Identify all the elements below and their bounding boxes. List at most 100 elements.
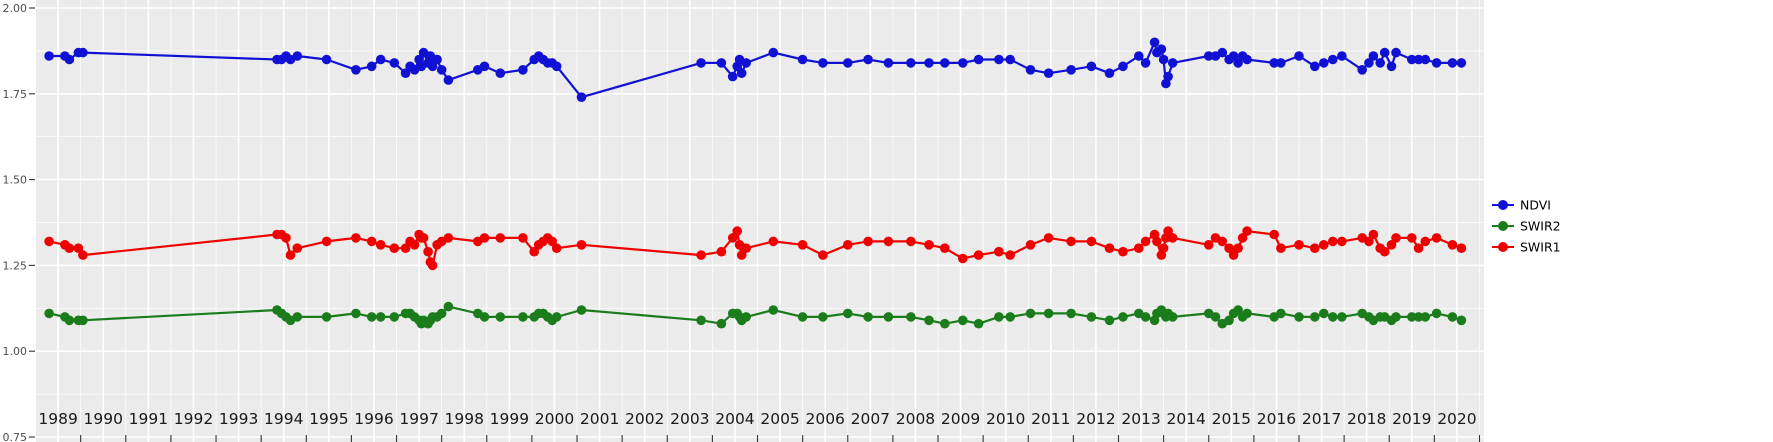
data-point-swir2 [1420,312,1431,322]
data-point-swir2 [1167,312,1178,322]
x-tick-label: 2007 [851,410,890,428]
data-point-swir2 [741,312,751,322]
minor-gridlines [36,0,1484,442]
data-point-ndvi [736,68,747,78]
data-point-ndvi [443,75,454,85]
data-point-swir1 [940,243,950,253]
major-gridlines [36,0,1484,442]
data-point-swir2 [863,312,873,322]
data-point-ndvi [1269,58,1279,68]
y-tick-label: 0.75 [3,431,28,442]
data-point-ndvi [716,58,727,68]
data-point-swir1 [1217,236,1228,247]
data-point-swir2 [1391,312,1401,322]
data-point-ndvi [1066,65,1076,75]
x-tick-label: 2006 [805,410,844,428]
data-point-swir1 [973,250,984,260]
data-point-swir1 [906,236,916,247]
data-point-swir2 [292,312,303,322]
data-point-swir2 [958,315,968,326]
legend: NDVI SWIR2 SWIR1 [1492,198,1561,255]
data-point-ndvi [389,58,400,68]
data-point-swir1 [78,250,88,260]
data-point-ndvi [843,58,853,68]
x-tick-label: 2003 [670,410,709,428]
data-point-swir1 [1163,226,1173,236]
data-point-swir1 [1386,240,1397,250]
data-point-swir1 [1066,236,1076,247]
data-point-swir1 [818,250,828,260]
data-point-swir2 [351,308,361,319]
data-point-swir1 [1407,233,1417,243]
data-point-ndvi [1431,58,1442,68]
data-point-swir1 [727,233,738,243]
data-point-swir2 [1319,308,1329,319]
data-point-swir2 [1140,312,1151,322]
data-point-swir1 [1364,236,1374,247]
data-point-ndvi [1156,44,1167,54]
data-point-swir1 [285,250,296,260]
series-swir2 [44,301,1467,329]
data-point-ndvi [1319,58,1329,68]
x-tick-label: 2020 [1437,410,1476,428]
data-point-ndvi [696,58,706,68]
data-point-ndvi [1167,58,1178,68]
data-point-swir1 [1431,233,1442,243]
axis-ticks [29,7,1481,442]
data-point-swir1 [443,233,454,243]
legend-item-swir1[interactable]: SWIR1 [1492,240,1561,255]
data-point-ndvi [351,65,361,75]
data-point-swir1 [518,233,528,243]
y-tick-label: 1.75 [3,88,28,101]
data-point-ndvi [1043,68,1054,78]
x-tick-label: 1994 [264,410,303,428]
data-point-swir2 [1210,312,1221,322]
data-point-swir1 [1447,240,1458,250]
data-point-swir2 [797,312,808,322]
data-point-swir2 [366,312,377,322]
data-point-swir1 [1140,236,1151,247]
data-point-swir1 [321,236,332,247]
data-point-swir2 [1233,305,1243,315]
data-point-ndvi [1203,51,1214,61]
data-point-ndvi [1294,51,1304,61]
legend-item-swir2[interactable]: SWIR2 [1492,219,1561,234]
y-tick-label: 1.25 [3,259,28,272]
data-point-swir2 [973,318,984,329]
data-point-swir2 [1086,312,1097,322]
data-point-ndvi [1447,58,1458,68]
data-point-ndvi [375,54,386,65]
x-tick-label: 2008 [896,410,935,428]
y-tick-label: 1.00 [3,345,28,358]
data-point-swir2 [551,312,562,322]
x-tick-label: 2015 [1212,410,1251,428]
data-point-swir2 [1043,308,1054,319]
data-point-ndvi [863,54,873,65]
legend-item-ndvi[interactable]: NDVI [1492,198,1551,213]
data-point-ndvi [1276,58,1286,68]
data-point-swir2 [443,301,454,312]
data-point-swir2 [1310,312,1320,322]
x-tick-label: 2013 [1121,410,1160,428]
data-point-swir1 [1043,233,1054,243]
data-point-ndvi [1005,54,1015,65]
data-point-ndvi [1407,54,1417,65]
data-point-swir1 [576,240,587,250]
data-point-swir2 [1242,308,1252,319]
x-tick-label: 1999 [490,410,529,428]
data-point-swir2 [321,312,332,322]
data-point-ndvi [551,61,562,72]
x-tick-label: 1998 [444,410,483,428]
data-point-ndvi [1233,58,1243,68]
x-tick-label: 1992 [174,410,213,428]
data-point-swir1 [375,240,386,250]
data-point-swir2 [518,312,528,322]
data-point-swir1 [389,243,400,253]
data-point-swir1 [797,240,808,250]
data-point-swir1 [883,236,894,247]
data-point-ndvi [1357,65,1367,75]
data-point-swir2 [906,312,916,322]
data-point-ndvi [906,58,916,68]
data-point-swir2 [375,312,386,322]
